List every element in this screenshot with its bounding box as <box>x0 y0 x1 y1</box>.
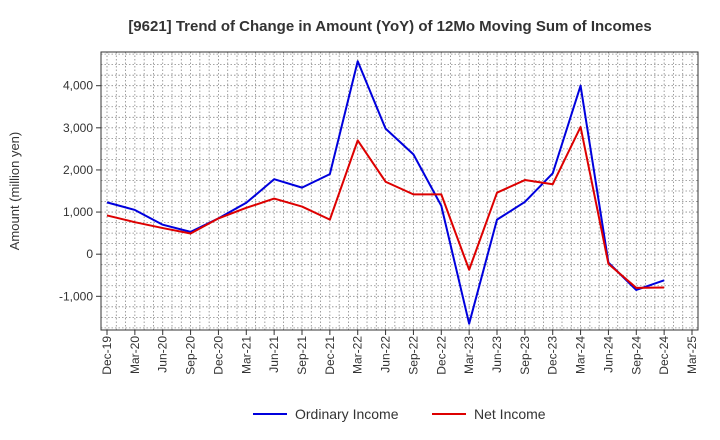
x-tick-label: Sep-21 <box>295 336 309 375</box>
x-tick-label: Jun-20 <box>156 336 170 373</box>
grid <box>101 52 698 330</box>
x-tick-label: Dec-19 <box>100 336 114 375</box>
x-tick-label: Dec-21 <box>323 336 337 375</box>
x-tick-label: Jun-24 <box>601 336 615 373</box>
x-tick-label: Mar-21 <box>239 336 253 374</box>
y-tick-label: 4,000 <box>63 79 93 93</box>
x-tick-label: Dec-23 <box>546 336 560 375</box>
x-tick-label: Dec-22 <box>434 336 448 375</box>
legend-label-ordinary-income: Ordinary Income <box>295 406 399 422</box>
x-tick-label: Sep-22 <box>406 336 420 375</box>
x-tick-label: Mar-25 <box>685 336 699 374</box>
chart-title: [9621] Trend of Change in Amount (YoY) o… <box>128 18 651 35</box>
x-tick-label: Jun-21 <box>267 336 281 373</box>
x-tick-label: Sep-23 <box>518 336 532 375</box>
x-tick-label: Mar-23 <box>462 336 476 374</box>
x-tick-label: Mar-22 <box>351 336 365 374</box>
x-tick-label: Sep-24 <box>629 336 643 375</box>
y-axis-label: Amount (million yen) <box>7 132 22 251</box>
series-lines <box>106 60 665 325</box>
y-tick-label: 2,000 <box>63 163 93 177</box>
y-axis: -1,000 0 1,000 2,000 3,000 4,000 <box>59 79 101 303</box>
y-tick-label: 3,000 <box>63 121 93 135</box>
x-axis: Dec-19 Mar-20 Jun-20 Sep-20 Dec-20 Mar-21 Jun-… <box>100 330 699 375</box>
y-tick-label: -1,000 <box>59 289 93 303</box>
y-tick-label: 1,000 <box>63 205 93 219</box>
x-tick-label: Mar-20 <box>128 336 142 374</box>
x-tick-label: Mar-24 <box>574 336 588 374</box>
y-tick-label: 0 <box>86 247 93 261</box>
plot-area-frame <box>100 51 699 331</box>
legend-label-net-income: Net Income <box>474 406 546 422</box>
series-line-net-income <box>106 125 665 289</box>
legend: Ordinary Income Net Income <box>253 406 546 422</box>
x-tick-label: Dec-24 <box>657 336 671 375</box>
x-tick-label: Jun-22 <box>379 336 393 373</box>
x-tick-label: Dec-20 <box>211 336 225 375</box>
x-tick-label: Jun-23 <box>490 336 504 373</box>
x-tick-label: Sep-20 <box>184 336 198 375</box>
